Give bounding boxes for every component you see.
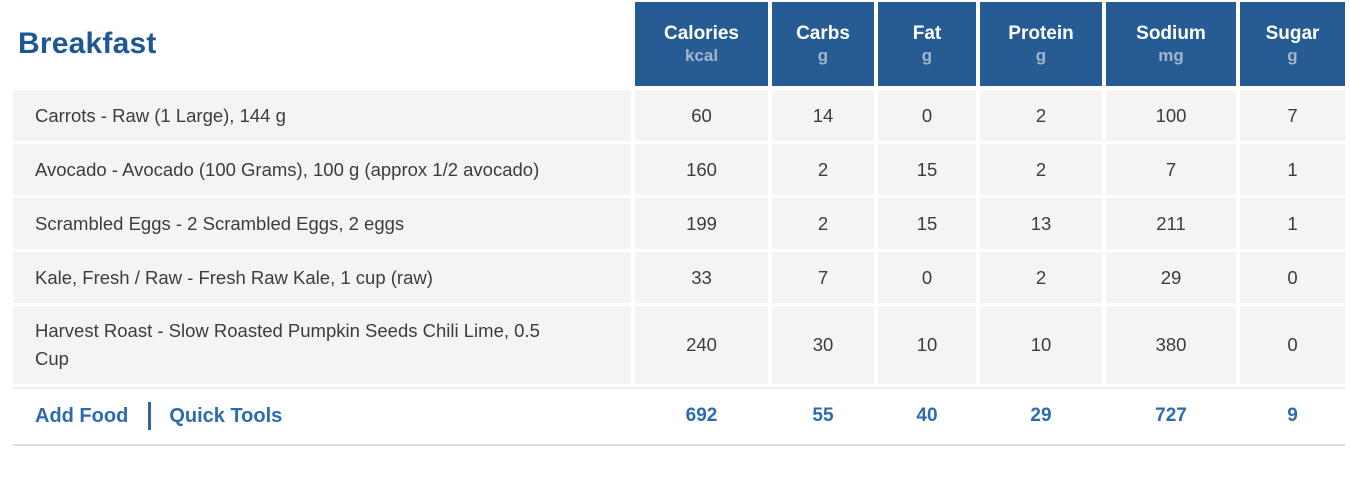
cell-sodium: 211 [1106,198,1236,249]
cell-carbs: 7 [772,252,874,303]
total-calories: 692 [685,405,718,426]
food-name-link[interactable]: Harvest Roast - Slow Roasted Pumpkin See… [35,320,540,369]
cell-sugar: 1 [1240,198,1345,249]
total-sugar: 9 [1287,405,1298,426]
column-unit: g [1035,46,1047,66]
meal-section-breakfast: Breakfast Calories kcal Carbs g Fat g Pr… [13,2,1345,446]
food-name-cell: Kale, Fresh / Raw - Fresh Raw Kale, 1 cu… [13,252,631,303]
food-name-link[interactable]: Avocado - Avocado (100 Grams), 100 g (ap… [35,158,540,180]
cell-sodium: 100 [1106,90,1236,141]
food-name-link[interactable]: Scrambled Eggs - 2 Scrambled Eggs, 2 egg… [35,212,405,234]
column-header-sodium: Sodium mg [1106,2,1236,86]
column-header-calories: Calories kcal [635,2,768,86]
cell-carbs: 2 [772,198,874,249]
cell-calories: 240 [635,306,768,384]
cell-calories: 60 [635,90,768,141]
cell-sugar: 0 [1240,252,1345,303]
column-unit: g [817,46,829,66]
column-label: Carbs [796,22,850,44]
column-label: Sodium [1136,22,1206,44]
column-header-protein: Protein g [980,2,1102,86]
column-label: Fat [912,22,942,44]
food-name-link[interactable]: Carrots - Raw (1 Large), 144 g [35,104,286,126]
column-unit: g [1287,46,1298,66]
cell-fat: 15 [878,144,976,195]
column-header-sugar: Sugar g [1240,2,1345,86]
column-unit: mg [1158,46,1184,66]
cell-fat: 15 [878,198,976,249]
cell-protein: 10 [980,306,1102,384]
food-name-cell: Harvest Roast - Slow Roasted Pumpkin See… [13,306,631,384]
meal-actions: Add Food Quick Tools [13,402,631,430]
total-fat: 40 [916,405,938,426]
cell-calories: 199 [635,198,768,249]
column-label: Protein [1008,22,1074,44]
food-name-cell: Avocado - Avocado (100 Grams), 100 g (ap… [13,144,631,195]
cell-sugar: 7 [1240,90,1345,141]
food-name-link[interactable]: Kale, Fresh / Raw - Fresh Raw Kale, 1 cu… [35,266,433,288]
column-header-carbs: Carbs g [772,2,874,86]
food-row: Kale, Fresh / Raw - Fresh Raw Kale, 1 cu… [13,252,1345,303]
cell-protein: 2 [980,144,1102,195]
cell-calories: 33 [635,252,768,303]
column-label: Sugar [1265,22,1320,44]
column-label: Calories [664,22,739,44]
cell-carbs: 2 [772,144,874,195]
cell-sodium: 7 [1106,144,1236,195]
quick-tools-link[interactable]: Quick Tools [169,404,283,427]
add-food-link[interactable]: Add Food [35,404,129,427]
cell-sugar: 0 [1240,306,1345,384]
cell-protein: 13 [980,198,1102,249]
cell-sodium: 380 [1106,306,1236,384]
cell-fat: 10 [878,306,976,384]
cell-protein: 2 [980,90,1102,141]
food-row: Avocado - Avocado (100 Grams), 100 g (ap… [13,144,1345,195]
column-header-fat: Fat g [878,2,976,86]
total-protein: 29 [1030,405,1052,426]
total-sodium: 727 [1155,405,1187,426]
cell-calories: 160 [635,144,768,195]
food-row: Carrots - Raw (1 Large), 144 g 60 14 0 2… [13,90,1345,141]
link-separator [148,402,152,430]
cell-sugar: 1 [1240,144,1345,195]
column-unit: g [921,46,933,66]
cell-sodium: 29 [1106,252,1236,303]
cell-carbs: 14 [772,90,874,141]
column-unit: kcal [684,46,719,66]
food-name-cell: Scrambled Eggs - 2 Scrambled Eggs, 2 egg… [13,198,631,249]
cell-protein: 2 [980,252,1102,303]
meal-title-cell: Breakfast [13,2,631,86]
food-row: Scrambled Eggs - 2 Scrambled Eggs, 2 egg… [13,198,1345,249]
cell-fat: 0 [878,252,976,303]
food-name-cell: Carrots - Raw (1 Large), 144 g [13,90,631,141]
meal-title: Breakfast [18,27,157,60]
meal-footer-row: Add Food Quick Tools 692 55 40 29 727 9 [13,387,1345,444]
total-carbs: 55 [812,405,834,426]
table-header-row: Breakfast Calories kcal Carbs g Fat g Pr… [13,2,1345,86]
cell-fat: 0 [878,90,976,141]
cell-carbs: 30 [772,306,874,384]
food-row: Harvest Roast - Slow Roasted Pumpkin See… [13,306,1345,384]
